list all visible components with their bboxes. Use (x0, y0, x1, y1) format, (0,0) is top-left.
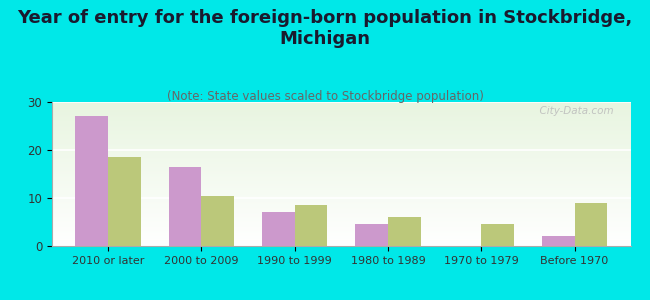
Bar (294, 205, 327, 246)
Legend: Stockbridge, Michigan: Stockbridge, Michigan (225, 299, 458, 300)
Bar (168, 167, 202, 246)
Text: City-Data.com: City-Data.com (532, 106, 613, 116)
Bar (75, 116, 108, 246)
Bar (356, 224, 388, 246)
Text: Year of entry for the foreign-born population in Stockbridge,
Michigan: Year of entry for the foreign-born popul… (18, 9, 632, 48)
Bar (481, 224, 514, 246)
Bar (108, 157, 140, 246)
Bar (575, 203, 607, 246)
Bar (542, 236, 575, 246)
Bar (202, 196, 234, 246)
Bar (388, 217, 421, 246)
Bar (262, 212, 294, 246)
Text: (Note: State values scaled to Stockbridge population): (Note: State values scaled to Stockbridg… (166, 90, 484, 103)
